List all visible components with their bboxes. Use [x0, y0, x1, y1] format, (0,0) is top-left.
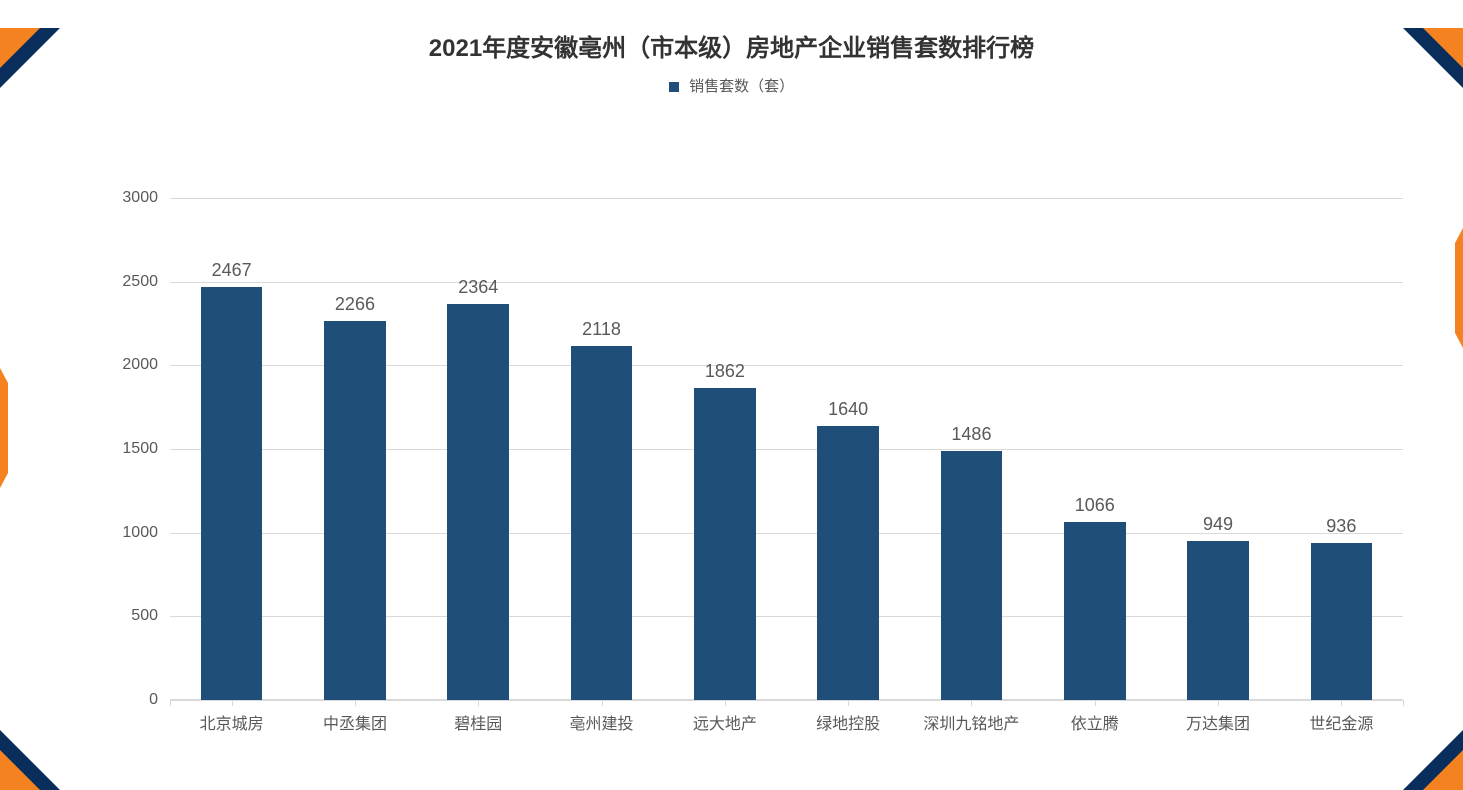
- bar-value-label: 2266: [335, 294, 375, 315]
- bar-value-label: 2467: [212, 260, 252, 281]
- edge-decoration: [0, 368, 8, 488]
- bar-value-label: 2364: [458, 277, 498, 298]
- bars-container: 2467 2266 2364 2118 1862 1640 1486 1066 949 936: [170, 198, 1403, 700]
- y-tick-label: 1000: [122, 524, 158, 542]
- edge-decoration: [1455, 228, 1463, 348]
- plot-area: 0500100015002000250030002467226623642118…: [170, 198, 1403, 700]
- y-tick-label: 500: [131, 607, 158, 625]
- x-axis-label: 北京城房: [170, 700, 293, 740]
- y-tick-label: 3000: [122, 189, 158, 207]
- bar-slot: 2118: [540, 198, 663, 700]
- legend-marker: [669, 82, 679, 92]
- bar-slot: 949: [1156, 198, 1279, 700]
- corner-decoration: [1423, 750, 1463, 790]
- bar-value-label: 936: [1326, 516, 1356, 537]
- y-tick-label: 0: [149, 691, 158, 709]
- bar-slot: 1066: [1033, 198, 1156, 700]
- bar-value-label: 1640: [828, 399, 868, 420]
- x-tick-mark: [1403, 700, 1404, 706]
- bar-value-label: 1862: [705, 361, 745, 382]
- y-tick-label: 1500: [122, 440, 158, 458]
- bar-slot: 1486: [910, 198, 1033, 700]
- bar: [1311, 543, 1373, 700]
- chart-legend: 销售套数（套）: [0, 75, 1463, 96]
- x-axis-label: 绿地控股: [786, 700, 909, 740]
- bar: [201, 287, 263, 700]
- bar: [571, 346, 633, 700]
- corner-decoration: [0, 750, 40, 790]
- bar: [1187, 541, 1249, 700]
- bar-slot: 1640: [786, 198, 909, 700]
- bar-slot: 2266: [293, 198, 416, 700]
- corner-decoration: [1423, 28, 1463, 68]
- bar-slot: 2467: [170, 198, 293, 700]
- bar: [324, 321, 386, 700]
- x-axis-label: 远大地产: [663, 700, 786, 740]
- bar: [447, 304, 509, 700]
- bar-slot: 936: [1280, 198, 1403, 700]
- bar: [694, 388, 756, 700]
- x-axis-label: 万达集团: [1156, 700, 1279, 740]
- bar: [941, 451, 1003, 700]
- bar-value-label: 1486: [951, 424, 991, 445]
- bar: [817, 426, 879, 700]
- x-axis-label: 世纪金源: [1280, 700, 1403, 740]
- corner-decoration: [0, 28, 40, 68]
- bar-value-label: 949: [1203, 514, 1233, 535]
- x-axis-label: 深圳九铭地产: [910, 700, 1033, 740]
- x-axis-label: 依立腾: [1033, 700, 1156, 740]
- bar-slot: 2364: [417, 198, 540, 700]
- x-axis-labels: 北京城房中丞集团碧桂园亳州建投远大地产绿地控股深圳九铭地产依立腾万达集团世纪金源: [170, 700, 1403, 740]
- y-tick-label: 2500: [122, 273, 158, 291]
- y-tick-label: 2000: [122, 356, 158, 374]
- bar-value-label: 2118: [582, 319, 621, 340]
- x-axis-label: 中丞集团: [293, 700, 416, 740]
- x-axis-label: 亳州建投: [540, 700, 663, 740]
- chart-title: 2021年度安徽亳州（市本级）房地产企业销售套数排行榜: [0, 28, 1463, 63]
- x-axis-label: 碧桂园: [417, 700, 540, 740]
- legend-label: 销售套数（套）: [689, 78, 794, 95]
- bar-slot: 1862: [663, 198, 786, 700]
- bar-value-label: 1066: [1075, 495, 1115, 516]
- bar: [1064, 522, 1126, 700]
- chart-area: 0500100015002000250030002467226623642118…: [100, 198, 1403, 740]
